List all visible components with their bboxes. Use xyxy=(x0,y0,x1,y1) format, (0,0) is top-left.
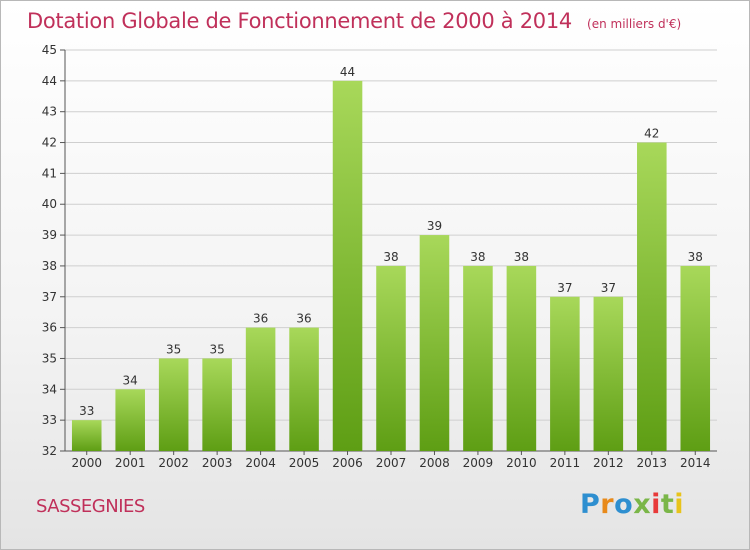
x-tick-label: 2005 xyxy=(289,456,320,470)
data-label: 34 xyxy=(123,373,138,387)
data-label: 42 xyxy=(644,127,659,141)
logo-letter: x xyxy=(633,489,652,520)
logo-letter: i xyxy=(674,489,685,520)
commune-name: SASSEGNIES xyxy=(36,496,145,517)
bar-2002 xyxy=(158,358,189,451)
data-label: 36 xyxy=(253,312,268,326)
data-label: 36 xyxy=(296,312,311,326)
x-tick-label: 2008 xyxy=(419,456,450,470)
bar-2007 xyxy=(376,265,406,451)
bar-2006 xyxy=(332,80,363,451)
bar-2014 xyxy=(680,265,711,451)
x-tick-label: 2004 xyxy=(245,456,276,470)
y-tick-label: 35 xyxy=(42,351,57,365)
x-tick-label: 2012 xyxy=(593,456,624,470)
bar-2010 xyxy=(506,265,537,451)
data-label: 37 xyxy=(601,281,616,295)
x-tick-label: 2001 xyxy=(115,456,146,470)
y-tick-label: 32 xyxy=(42,444,57,458)
proxiti-logo: Proxiti xyxy=(580,489,684,520)
y-tick-label: 33 xyxy=(42,413,57,427)
y-tick-label: 34 xyxy=(42,382,57,396)
bar-2009 xyxy=(463,265,493,451)
bar-2003 xyxy=(202,358,232,451)
data-label: 44 xyxy=(340,65,355,79)
x-tick-label: 2006 xyxy=(332,456,363,470)
bar-2012 xyxy=(593,296,624,451)
data-label: 38 xyxy=(470,250,485,264)
x-tick-label: 2010 xyxy=(506,456,537,470)
x-tick-label: 2000 xyxy=(71,456,102,470)
data-label: 38 xyxy=(383,250,398,264)
data-label: 37 xyxy=(557,281,572,295)
x-tick-label: 2013 xyxy=(637,456,668,470)
x-tick-label: 2014 xyxy=(680,456,711,470)
x-tick-label: 2007 xyxy=(376,456,407,470)
logo-letter: i xyxy=(651,489,661,520)
data-label: 38 xyxy=(514,250,529,264)
data-label: 39 xyxy=(427,219,442,233)
bar-2013 xyxy=(637,142,667,452)
bar-2011 xyxy=(550,296,580,451)
y-tick-label: 39 xyxy=(42,228,57,242)
title-text: Dotation Globale de Fonctionnement de 20… xyxy=(27,9,572,33)
y-tick-label: 38 xyxy=(42,259,57,273)
x-tick-label: 2009 xyxy=(463,456,494,470)
data-label: 33 xyxy=(79,404,94,418)
logo-letter: P xyxy=(580,489,601,520)
y-tick-label: 44 xyxy=(42,74,57,88)
y-tick-label: 42 xyxy=(42,136,57,150)
bar-2004 xyxy=(245,327,276,451)
x-tick-label: 2002 xyxy=(158,456,189,470)
bar-2000 xyxy=(71,420,102,451)
x-tick-label: 2003 xyxy=(202,456,233,470)
y-tick-label: 36 xyxy=(42,321,57,335)
logo-letter: o xyxy=(614,489,634,520)
data-label: 35 xyxy=(166,342,181,356)
y-tick-label: 41 xyxy=(42,166,57,180)
logo-letter: r xyxy=(600,489,615,520)
chart-title: Dotation Globale de Fonctionnement de 20… xyxy=(27,9,681,33)
data-label: 35 xyxy=(209,342,224,356)
y-tick-label: 37 xyxy=(42,290,57,304)
bar-2005 xyxy=(289,327,319,451)
logo-letter: t xyxy=(660,489,675,520)
unit-text: (en milliers d'€) xyxy=(587,17,682,31)
bar-2001 xyxy=(115,389,145,451)
y-tick-label: 40 xyxy=(42,197,57,211)
y-tick-label: 45 xyxy=(42,43,57,57)
y-tick-label: 43 xyxy=(42,105,57,119)
bar-2008 xyxy=(419,235,450,451)
x-tick-label: 2011 xyxy=(550,456,581,470)
data-label: 38 xyxy=(688,250,703,264)
